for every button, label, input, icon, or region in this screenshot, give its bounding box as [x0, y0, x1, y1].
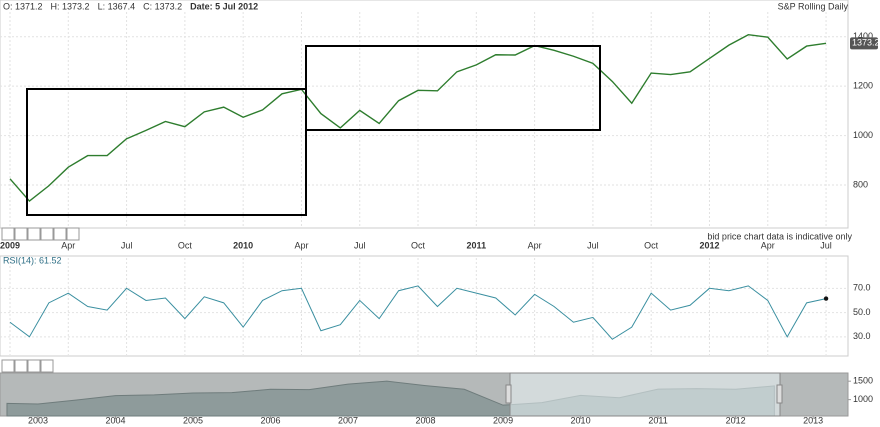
- x-tick-label: 2008: [416, 415, 436, 425]
- x-tick-label: Jul: [820, 240, 832, 250]
- x-tick-label: Oct: [644, 240, 659, 250]
- x-tick-label: Apr: [61, 240, 75, 250]
- ohlc-item: L: 1367.4: [98, 1, 136, 11]
- x-tick-label: Oct: [178, 240, 193, 250]
- last-point: [823, 296, 829, 301]
- x-tick-label: 2003: [28, 415, 48, 425]
- legend-label: RSI(14): 61.52: [3, 255, 62, 265]
- y-tick-label: 800: [853, 179, 868, 189]
- x-tick-label: 2010: [571, 415, 591, 425]
- navigator-window: [509, 372, 781, 417]
- x-tick-label: 2011: [648, 415, 667, 425]
- x-tick-label: 2013: [803, 415, 823, 425]
- x-tick-label: 2012: [699, 240, 719, 250]
- price-tag: [850, 37, 878, 50]
- tool-icon[interactable]: [27, 359, 41, 373]
- ohlc-item: C: 1373.2: [143, 1, 182, 11]
- data-line: [9, 285, 827, 340]
- tool-icon[interactable]: [40, 359, 54, 373]
- x-tick-label: 2009: [493, 415, 513, 425]
- chart-title: S&P Rolling Daily: [778, 1, 849, 11]
- x-tick-label: Jul: [354, 240, 366, 250]
- x-tick-label: Oct: [411, 240, 426, 250]
- x-tick-label: 2010: [233, 240, 253, 250]
- rsi-panel: [0, 255, 849, 357]
- tool-icon[interactable]: [53, 227, 67, 241]
- price-tag-label: 1373.2: [852, 38, 880, 48]
- x-tick-label: Apr: [528, 240, 542, 250]
- x-tick-label: 2009: [0, 240, 20, 250]
- x-tick-label: 2011: [467, 240, 487, 250]
- y-tick-label: 70.0: [853, 283, 871, 293]
- data-line: [9, 34, 827, 203]
- x-tick-label: 2004: [105, 415, 125, 425]
- tool-icon[interactable]: [1, 227, 15, 241]
- ohlc-item: H: 1373.2: [51, 1, 90, 11]
- toolbar[interactable]: [1, 227, 80, 373]
- y-tick-label: 1200: [853, 81, 873, 91]
- ohlc-item: Date: 5 Jul 2012: [190, 1, 258, 11]
- navigator-handle: [505, 384, 512, 404]
- tool-icon[interactable]: [40, 227, 54, 241]
- y-tick-label: 30.0: [853, 331, 871, 341]
- tool-icon[interactable]: [14, 227, 28, 241]
- x-tick-label: Apr: [761, 240, 775, 250]
- y-tick-label: 1400: [853, 31, 873, 41]
- y-tick-label: 1000: [853, 394, 873, 404]
- disclaimer: bid price chart data is indicative only: [707, 231, 852, 241]
- x-tick-label: Jul: [121, 240, 133, 250]
- ohlc-item: O: 1371.2: [3, 1, 43, 11]
- x-tick-label: 2012: [726, 415, 746, 425]
- annotation-box: [305, 45, 601, 131]
- tool-icon[interactable]: [27, 227, 41, 241]
- x-tick-label: 2006: [261, 415, 281, 425]
- y-tick-label: 1500: [853, 376, 873, 386]
- x-tick-label: Jul: [587, 240, 599, 250]
- y-tick-label: 1000: [853, 130, 873, 140]
- x-tick-label: Apr: [294, 240, 308, 250]
- y-tick-label: 50.0: [853, 307, 871, 317]
- tool-icon[interactable]: [66, 227, 80, 241]
- tool-icon[interactable]: [1, 359, 15, 373]
- tool-icon[interactable]: [14, 359, 28, 373]
- annotation-box: [26, 88, 307, 216]
- navigator-handle: [776, 384, 783, 404]
- x-tick-label: 2007: [338, 415, 358, 425]
- x-tick-label: 2005: [183, 415, 203, 425]
- price-panel: [0, 0, 849, 229]
